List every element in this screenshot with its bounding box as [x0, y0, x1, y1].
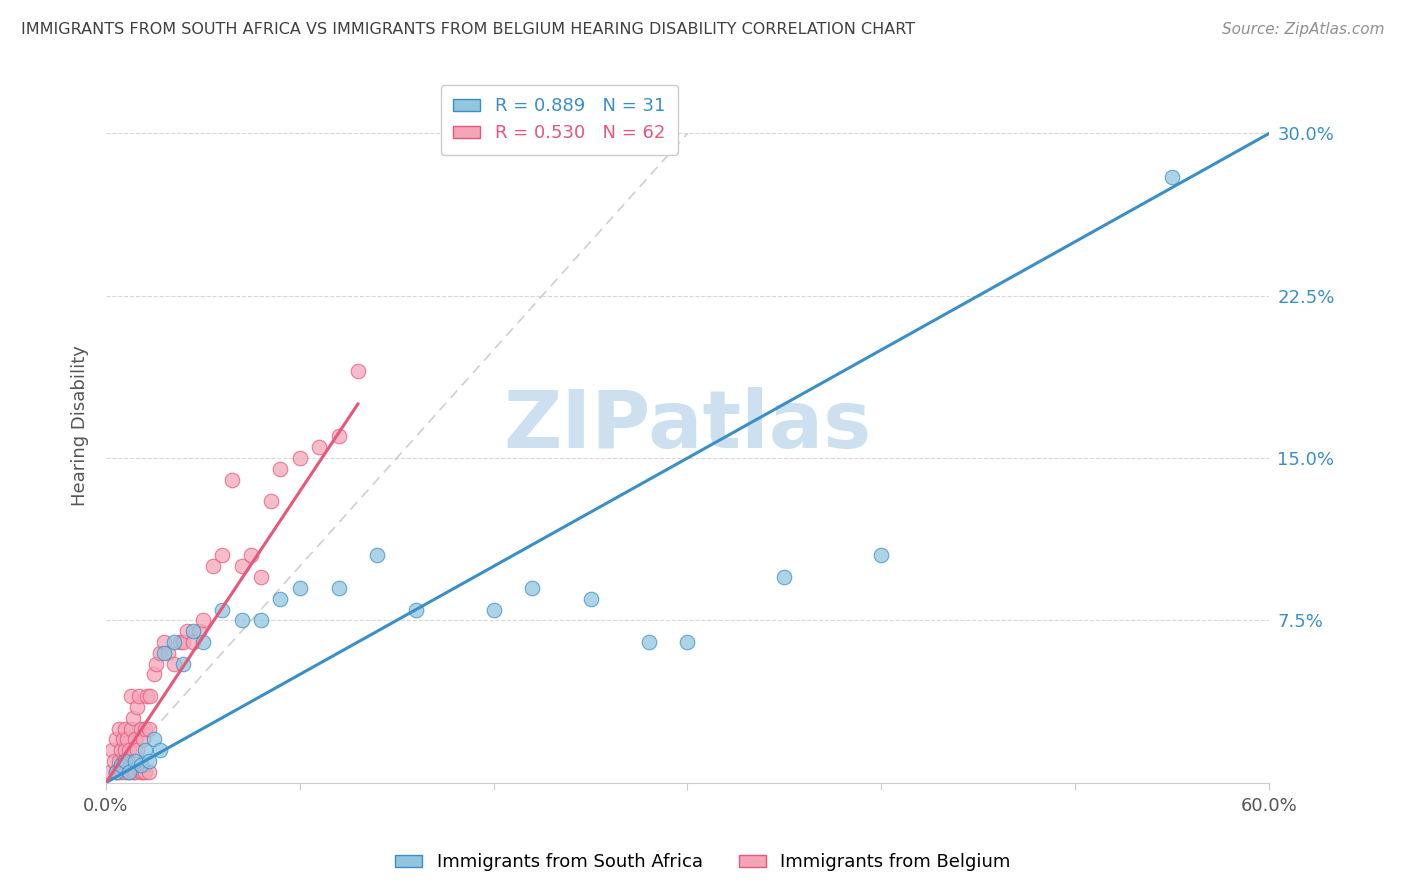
Point [211, 549, 233, 563]
Point [124, 764, 146, 779]
Point [134, 722, 156, 736]
Point [120, 722, 142, 736]
Point [122, 711, 145, 725]
Point [114, 722, 136, 736]
Point [104, 764, 127, 779]
Point [181, 624, 204, 639]
Point [135, 689, 157, 703]
Point [153, 635, 176, 649]
Point [108, 722, 131, 736]
Text: ZIPatlas: ZIPatlas [503, 386, 872, 465]
Point [138, 722, 160, 736]
Point [269, 591, 291, 606]
Point [112, 732, 135, 747]
Point [124, 754, 146, 768]
Point [125, 743, 148, 757]
Point [125, 700, 148, 714]
Point [308, 440, 330, 454]
Point [139, 689, 162, 703]
Point [129, 758, 152, 772]
Point [231, 613, 253, 627]
Point [104, 764, 127, 779]
Point [221, 473, 243, 487]
Point [522, 581, 544, 595]
Point [231, 559, 253, 574]
Point [240, 549, 263, 563]
Point [288, 451, 311, 466]
Point [114, 754, 136, 768]
Point [118, 764, 141, 779]
Point [269, 462, 291, 476]
Point [153, 646, 176, 660]
Point [120, 689, 142, 703]
Point [181, 635, 204, 649]
Point [122, 764, 145, 779]
Point [104, 732, 127, 747]
Point [482, 602, 505, 616]
Point [132, 732, 155, 747]
Point [191, 635, 214, 649]
Point [118, 764, 141, 779]
Point [114, 743, 136, 757]
Point [347, 364, 370, 378]
Point [115, 732, 138, 747]
Point [676, 635, 699, 649]
Point [128, 689, 150, 703]
Point [103, 754, 125, 768]
Point [328, 429, 350, 443]
Point [201, 559, 224, 574]
Point [191, 613, 214, 627]
Point [176, 624, 198, 639]
Legend: R = 0.889   N = 31, R = 0.530   N = 62: R = 0.889 N = 31, R = 0.530 N = 62 [440, 85, 678, 155]
Point [129, 764, 152, 779]
Point [163, 635, 186, 649]
Text: Source: ZipAtlas.com: Source: ZipAtlas.com [1222, 22, 1385, 37]
Point [110, 758, 132, 772]
Point [1161, 169, 1184, 184]
Point [108, 754, 131, 768]
Point [149, 743, 172, 757]
Point [129, 722, 152, 736]
Point [163, 657, 186, 671]
Point [134, 764, 156, 779]
Point [118, 743, 141, 757]
Point [169, 635, 191, 649]
Point [134, 743, 156, 757]
Point [366, 549, 388, 563]
Point [143, 667, 166, 681]
Y-axis label: Hearing Disability: Hearing Disability [72, 345, 89, 506]
Legend: Immigrants from South Africa, Immigrants from Belgium: Immigrants from South Africa, Immigrants… [388, 847, 1018, 879]
Point [100, 743, 122, 757]
Point [328, 581, 350, 595]
Point [145, 657, 167, 671]
Point [138, 764, 160, 779]
Point [156, 646, 179, 660]
Point [110, 743, 132, 757]
Point [260, 494, 283, 508]
Point [107, 764, 129, 779]
Point [124, 732, 146, 747]
Point [288, 581, 311, 595]
Point [112, 754, 135, 768]
Point [132, 764, 155, 779]
Point [637, 635, 659, 649]
Point [773, 570, 796, 584]
Point [149, 646, 172, 660]
Point [138, 754, 160, 768]
Point [579, 591, 602, 606]
Point [110, 764, 132, 779]
Point [98, 764, 121, 779]
Point [250, 570, 273, 584]
Point [188, 624, 211, 639]
Point [250, 613, 273, 627]
Point [172, 657, 194, 671]
Point [114, 764, 136, 779]
Point [405, 602, 427, 616]
Point [870, 549, 893, 563]
Point [143, 732, 166, 747]
Point [172, 635, 194, 649]
Text: IMMIGRANTS FROM SOUTH AFRICA VS IMMIGRANTS FROM BELGIUM HEARING DISABILITY CORRE: IMMIGRANTS FROM SOUTH AFRICA VS IMMIGRAN… [21, 22, 915, 37]
Point [115, 754, 138, 768]
Point [211, 602, 233, 616]
